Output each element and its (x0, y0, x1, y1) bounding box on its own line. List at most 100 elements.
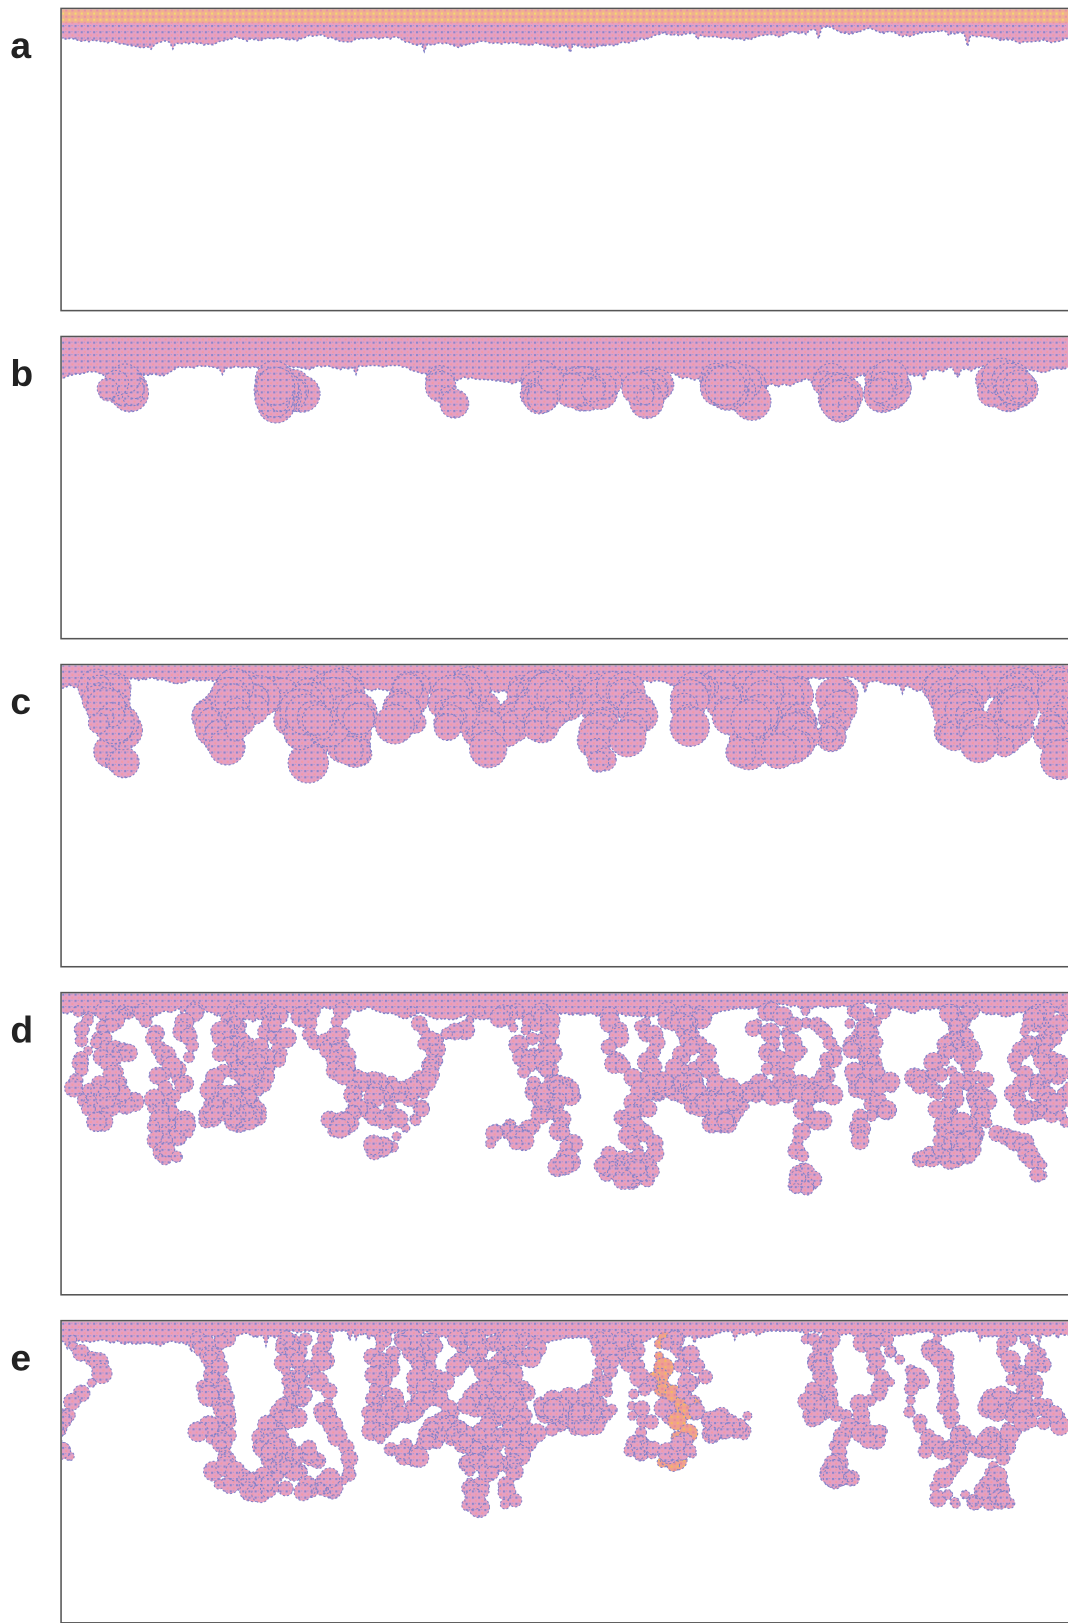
cell-cluster (684, 1380, 697, 1393)
cell-cluster (485, 1465, 500, 1481)
cell-cluster (282, 1387, 293, 1398)
cell-cluster (669, 706, 711, 748)
cell-cluster (704, 365, 746, 407)
cell-cluster (493, 1351, 505, 1363)
cell-cluster (1039, 739, 1068, 781)
cell-cluster (96, 377, 119, 400)
cell-cluster (968, 1496, 979, 1507)
cell-cluster (872, 1387, 887, 1402)
cell-cluster (874, 1002, 892, 1020)
cell-cluster (320, 1382, 338, 1400)
cell-cluster (954, 1429, 967, 1442)
cell-cluster (499, 1498, 511, 1510)
cell-cluster (424, 1349, 438, 1363)
cell-cluster (800, 1006, 811, 1017)
cell-cluster (678, 1015, 694, 1031)
cell-cluster (822, 1466, 845, 1488)
cell-cluster (267, 1018, 283, 1033)
cell-cluster (395, 1334, 412, 1351)
cell-cluster (952, 1039, 963, 1050)
cell-cluster (633, 1400, 651, 1418)
cell-cluster (929, 1480, 941, 1493)
cell-cluster (357, 1081, 370, 1093)
cell-cluster (941, 1489, 954, 1501)
cell-cluster (600, 1038, 617, 1056)
cell-cluster (300, 1439, 317, 1456)
cell-cluster (201, 1103, 212, 1113)
cell-cluster (523, 719, 545, 741)
panel: e (10, 1319, 1068, 1623)
cell-cluster (1039, 1062, 1058, 1081)
cell-cluster (680, 1054, 691, 1064)
cell-cluster (469, 730, 508, 769)
cell-cluster (959, 724, 999, 764)
cell-cluster (273, 1411, 284, 1422)
cell-cluster (960, 1489, 971, 1500)
cell-cluster (744, 1020, 762, 1038)
cell-cluster (403, 1402, 423, 1422)
cell-cluster (445, 1355, 467, 1378)
cell-cluster (999, 695, 1031, 727)
cell-cluster (786, 1016, 804, 1033)
cell-cluster (63, 1392, 81, 1411)
cell-cluster (1045, 1093, 1067, 1115)
cell-cluster (271, 1469, 284, 1483)
cell-cluster (819, 725, 838, 744)
growth (62, 665, 1068, 784)
cell-cluster (870, 1015, 883, 1028)
cell-cluster (213, 1334, 229, 1350)
cell-cluster (796, 1149, 810, 1163)
cell-cluster (508, 1493, 523, 1508)
cell-cluster (939, 1056, 951, 1067)
cell-cluster (483, 1448, 503, 1468)
cell-cluster (537, 366, 565, 393)
cell-cluster (998, 1424, 1020, 1446)
cell-cluster (517, 1064, 531, 1079)
cell-cluster (850, 1131, 870, 1151)
cell-cluster (275, 1027, 297, 1049)
panel: a (10, 7, 1068, 312)
cell-cluster (73, 1021, 90, 1038)
cell-cluster (807, 1408, 826, 1426)
cell-cluster (222, 1414, 234, 1426)
cell-cluster (457, 1433, 473, 1449)
cell-cluster (457, 1395, 476, 1415)
cell-cluster (374, 1342, 386, 1353)
cell-cluster (683, 1443, 697, 1457)
cell-cluster (254, 1086, 264, 1097)
cell-cluster (91, 1362, 113, 1385)
cell-cluster (859, 1432, 877, 1449)
cell-cluster (213, 1478, 225, 1490)
cell-cluster (1059, 1116, 1068, 1128)
panel-label: d (10, 1008, 33, 1050)
cell-cluster (733, 1086, 744, 1097)
cell-cluster (981, 1395, 1000, 1414)
cell-cluster (871, 1046, 881, 1057)
cell-cluster (627, 1410, 638, 1421)
cell-cluster (612, 1331, 630, 1349)
cell-cluster (260, 1442, 278, 1460)
cell-cluster (688, 1402, 706, 1420)
cell-cluster (679, 1064, 690, 1074)
cell-cluster (187, 1421, 209, 1443)
cell-cluster (959, 1028, 975, 1043)
cell-cluster (392, 1405, 409, 1423)
cell-cluster (508, 1022, 519, 1033)
cell-cluster (319, 1467, 341, 1489)
cell-cluster (473, 1005, 486, 1018)
cell-cluster (86, 1111, 107, 1133)
cell-cluster (211, 1095, 224, 1109)
cell-cluster (489, 1007, 511, 1028)
cell-cluster (80, 1101, 96, 1117)
cell-cluster (183, 1128, 194, 1139)
cell-cluster (374, 704, 415, 745)
cell-cluster (170, 1150, 183, 1163)
cell-cluster (410, 1114, 422, 1127)
cell-cluster (948, 1148, 964, 1165)
panel-label: b (10, 352, 33, 394)
cell-cluster (817, 1024, 834, 1041)
cell-cluster (667, 1411, 687, 1431)
cell-cluster (995, 1490, 1012, 1507)
cell-cluster (819, 1058, 830, 1069)
